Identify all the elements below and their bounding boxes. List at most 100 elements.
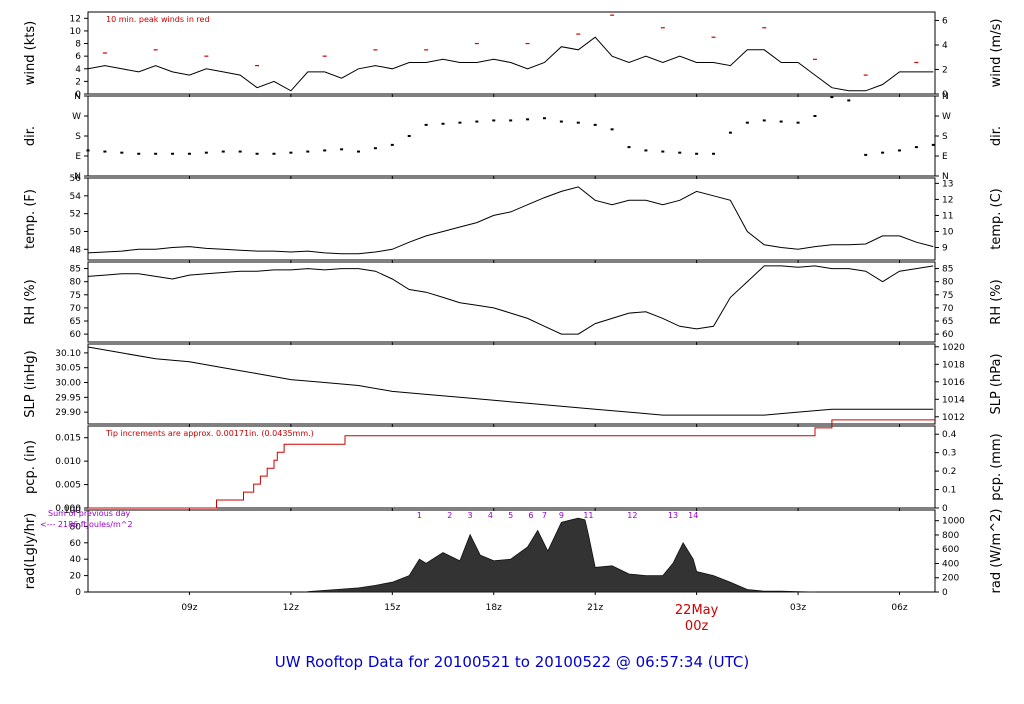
x-tick-label: 18z (486, 603, 502, 613)
y-tick-label-left: 85 (70, 265, 81, 275)
y-axis-title-left: RH (%) (23, 279, 38, 324)
radiation-note-line-2: <--- 2186 ftJoules/m^2 (40, 520, 133, 529)
y-axis-title-left: dir. (23, 126, 38, 146)
y-tick-label-left: 54 (70, 192, 82, 202)
hour-label: 7 (542, 511, 547, 520)
y-axis-title-right: rad (W/m^2) (989, 509, 1004, 594)
hour-label: 6 (528, 511, 533, 520)
panel-temp (84, 177, 939, 263)
panel-dir (84, 95, 939, 179)
hour-label: 1 (417, 511, 422, 520)
direction-point (678, 151, 682, 154)
y-axis-title-right: RH (%) (989, 279, 1004, 324)
y-tick-label-left: 6 (75, 52, 81, 62)
y-tick-label-right: 1020 (942, 343, 965, 353)
direction-point (847, 99, 851, 102)
y-tick-label-right: 75 (942, 291, 953, 301)
y-axis-title-right: pcp. (mm) (989, 433, 1004, 500)
y-tick-label-right: N (942, 172, 949, 182)
direction-point (204, 151, 208, 154)
y-tick-label-right: 200 (942, 574, 959, 584)
y-tick-label-left: 50 (70, 227, 82, 237)
direction-point (897, 149, 901, 152)
direction-point (238, 150, 242, 153)
y-axis-title-left: SLP (inHg) (23, 350, 38, 418)
direction-point (712, 152, 716, 155)
x-tick-label: 15z (384, 603, 400, 613)
y-tick-label-left: 0.015 (55, 434, 81, 444)
temp-line (87, 186, 934, 255)
direction-point (137, 152, 141, 155)
y-axis-title-left: wind (kts) (23, 21, 38, 85)
y-tick-label-left: 2 (75, 77, 81, 87)
y-tick-label-left: 52 (70, 210, 81, 220)
date-marker: 22May (675, 603, 719, 618)
y-tick-label-right: 60 (942, 330, 954, 340)
y-tick-label-left: 29.90 (55, 408, 81, 418)
y-tick-label-left: N (74, 92, 81, 102)
y-tick-label-left: 56 (70, 174, 82, 184)
direction-point (306, 150, 310, 153)
direction-point (559, 120, 563, 123)
x-tick-label: 21z (587, 603, 603, 613)
direction-point (356, 150, 360, 153)
y-tick-label-right: 1018 (942, 360, 965, 370)
direction-point (424, 123, 428, 126)
direction-point (762, 119, 766, 122)
y-tick-label-right: S (942, 132, 948, 142)
direction-point (593, 123, 597, 126)
direction-point (830, 96, 834, 99)
direction-point (931, 143, 935, 146)
x-tick-label: 06z (891, 603, 907, 613)
direction-point (779, 120, 783, 123)
y-tick-label-right: 0.2 (942, 467, 956, 477)
direction-point (813, 115, 817, 117)
y-tick-label-right: 9 (942, 244, 948, 254)
direction-point (390, 143, 394, 146)
direction-point (441, 122, 445, 125)
hour-label: 5 (508, 511, 513, 520)
footer-title: UW Rooftop Data for 20100521 to 20100522… (275, 653, 749, 671)
direction-point (796, 121, 800, 124)
y-tick-label-right: 65 (942, 317, 953, 327)
direction-point (475, 120, 479, 123)
hour-label: 9 (559, 511, 564, 520)
direction-point (272, 152, 276, 155)
direction-point (728, 131, 732, 134)
y-tick-label-left: 70 (70, 304, 82, 314)
radiation-note-line-1: Sum of previous day (48, 509, 130, 518)
direction-point (255, 152, 259, 155)
y-tick-label-left: 8 (75, 40, 81, 50)
y-tick-label-right: 1016 (942, 378, 965, 388)
panel-frame (87, 425, 936, 509)
y-tick-label-left: E (75, 152, 81, 162)
direction-point (289, 151, 293, 154)
y-tick-label-right: 1012 (942, 413, 965, 423)
direction-point (881, 151, 885, 154)
panel-annotation: 10 min. peak winds in red (106, 15, 210, 24)
y-tick-label-left: 0.010 (55, 457, 81, 467)
direction-point (221, 150, 225, 153)
y-tick-label-right: 0.1 (942, 486, 956, 496)
y-tick-label-left: 65 (70, 317, 81, 327)
y-axis-title-right: dir. (989, 126, 1004, 146)
y-tick-label-left: 75 (70, 291, 81, 301)
direction-point (661, 150, 665, 153)
panel-frame (87, 95, 936, 177)
hour-label: 14 (688, 511, 698, 520)
panel-wind (84, 11, 939, 97)
direction-point (644, 149, 648, 152)
y-tick-label-left: 40 (70, 555, 82, 565)
direction-point (458, 121, 462, 124)
y-tick-label-right: 0 (942, 90, 948, 100)
direction-point (576, 121, 580, 124)
hour-label: 4 (488, 511, 493, 520)
direction-point (407, 135, 411, 137)
hour-label: 12 (627, 511, 637, 520)
hour-label: 2 (447, 511, 452, 520)
panel-frame (87, 11, 936, 95)
y-tick-label-right: 13 (942, 179, 953, 189)
direction-point (627, 146, 631, 149)
